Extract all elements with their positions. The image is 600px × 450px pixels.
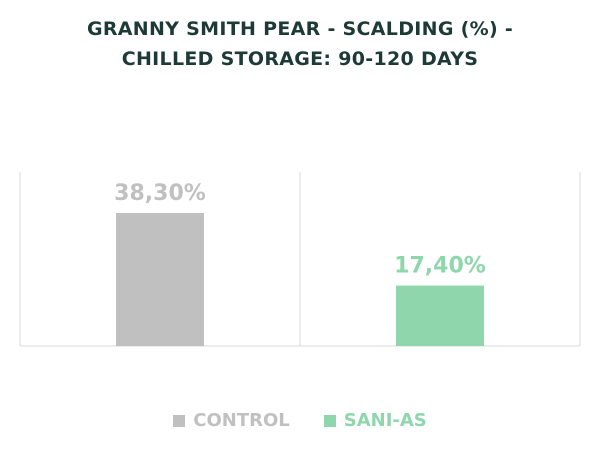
chart-title-line-1: GRANNY SMITH PEAR - SCALDING (%) - (86, 18, 514, 40)
legend-swatch-control (173, 414, 186, 427)
chart-title: GRANNY SMITH PEAR - SCALDING (%) - CHILL… (0, 14, 600, 74)
legend-label-sani-as: SANI-AS (343, 410, 427, 431)
data-label-sani-as: 17,40% (394, 254, 486, 279)
bar-sani-as (396, 285, 484, 346)
chart-title-line-2: CHILLED STORAGE: 90-120 DAYS (121, 48, 479, 70)
bar-control (116, 213, 204, 346)
legend-swatch-sani-as (323, 414, 336, 427)
legend-item-sani-as: SANI-AS (323, 410, 427, 431)
data-label-control: 38,30% (114, 181, 206, 206)
legend-label-control: CONTROL (193, 410, 290, 431)
legend-item-control: CONTROL (173, 410, 290, 431)
legend: CONTROL SANI-AS (0, 410, 600, 431)
